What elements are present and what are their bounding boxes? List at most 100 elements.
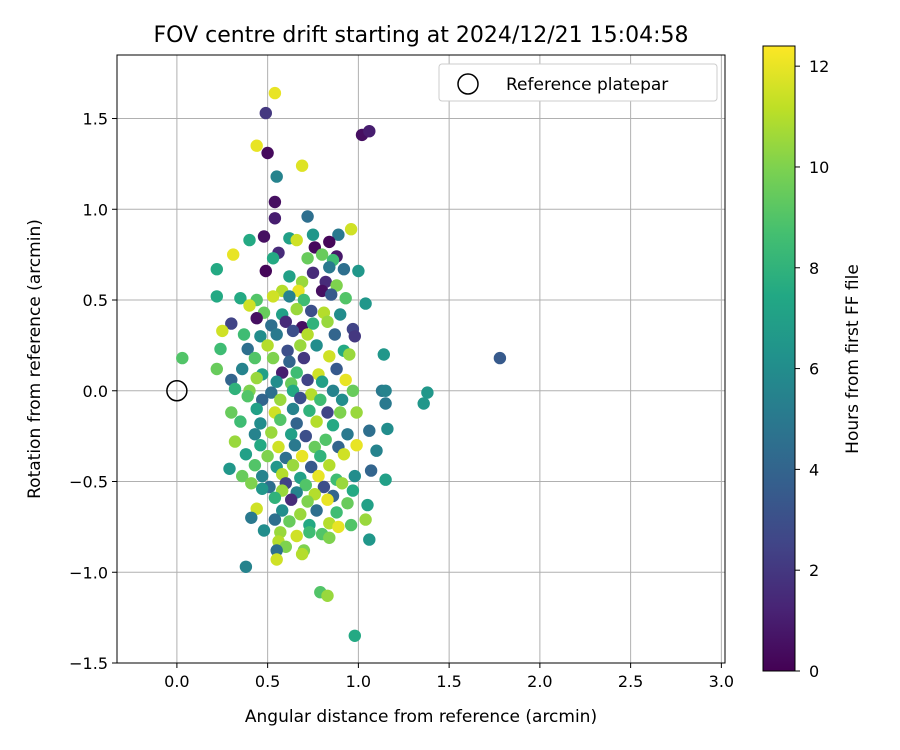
x-tick-label: 1.0 bbox=[346, 672, 371, 691]
data-point bbox=[370, 444, 383, 457]
data-point bbox=[288, 439, 302, 452]
data-point bbox=[417, 397, 430, 410]
data-point bbox=[299, 478, 312, 492]
x-tick-label: 2.0 bbox=[527, 672, 552, 691]
data-point bbox=[256, 393, 269, 406]
data-point bbox=[301, 373, 314, 387]
colorbar-gradient bbox=[762, 45, 796, 672]
reference-marker bbox=[166, 380, 188, 402]
data-point bbox=[352, 264, 365, 278]
data-point bbox=[361, 498, 374, 512]
data-point bbox=[227, 248, 240, 261]
data-point bbox=[266, 351, 280, 365]
data-point bbox=[379, 397, 392, 410]
data-point bbox=[346, 484, 360, 497]
data-point bbox=[250, 502, 263, 515]
data-point bbox=[323, 531, 336, 544]
data-point bbox=[343, 348, 356, 361]
data-point bbox=[254, 330, 267, 343]
data-point bbox=[363, 533, 376, 546]
data-point bbox=[265, 319, 278, 332]
data-point bbox=[286, 324, 300, 338]
x-tick-label: 3.0 bbox=[709, 672, 734, 691]
data-point bbox=[250, 312, 263, 325]
data-point bbox=[310, 415, 323, 428]
data-point bbox=[326, 384, 340, 397]
data-point bbox=[225, 317, 238, 330]
data-point bbox=[292, 284, 305, 298]
data-point bbox=[359, 297, 372, 310]
colorbar-label: Hours from first FF file bbox=[843, 264, 863, 454]
data-point bbox=[346, 384, 360, 397]
data-point bbox=[236, 362, 249, 376]
data-point bbox=[348, 629, 361, 642]
data-point bbox=[256, 482, 269, 495]
data-point bbox=[377, 348, 390, 361]
data-point bbox=[239, 448, 253, 461]
data-point bbox=[245, 477, 258, 490]
data-point bbox=[314, 449, 327, 463]
data-point bbox=[265, 386, 278, 399]
data-point bbox=[335, 477, 349, 490]
data-point bbox=[274, 413, 287, 426]
data-point bbox=[295, 547, 309, 561]
data-point bbox=[214, 342, 227, 356]
data-point bbox=[363, 424, 376, 437]
colorbar-tick-label: 0 bbox=[809, 662, 819, 681]
data-point bbox=[270, 328, 283, 341]
data-point bbox=[274, 393, 287, 406]
x-axis-label: Angular distance from reference (arcmin) bbox=[245, 707, 597, 727]
colorbar: 0 2 4 6 8 10 12 Hours from first FF file bbox=[762, 45, 863, 681]
data-point bbox=[210, 263, 223, 276]
data-point bbox=[301, 328, 314, 341]
data-point bbox=[312, 469, 325, 483]
data-point bbox=[323, 350, 336, 363]
data-point bbox=[306, 266, 320, 279]
data-point bbox=[493, 351, 507, 365]
data-point bbox=[421, 386, 434, 399]
legend-box bbox=[438, 63, 718, 102]
data-point bbox=[228, 382, 242, 396]
data-point bbox=[237, 328, 251, 341]
data-point bbox=[256, 469, 269, 483]
y-axis-label: Rotation from reference (arcmin) bbox=[25, 219, 45, 499]
data-point bbox=[279, 315, 292, 328]
data-point bbox=[257, 230, 271, 243]
data-point bbox=[239, 560, 253, 573]
data-point bbox=[381, 422, 394, 436]
y-tick-label: −1.5 bbox=[69, 654, 108, 673]
y-tick-label: −1.0 bbox=[69, 563, 108, 582]
data-point bbox=[259, 264, 272, 278]
data-points bbox=[176, 86, 507, 642]
data-point bbox=[321, 406, 334, 419]
data-point bbox=[241, 390, 254, 403]
legend-marker bbox=[457, 73, 479, 95]
data-point bbox=[314, 393, 327, 406]
data-point bbox=[330, 362, 343, 376]
data-point bbox=[319, 433, 332, 446]
data-point bbox=[294, 508, 307, 521]
data-point bbox=[254, 439, 267, 452]
data-point bbox=[339, 373, 352, 387]
data-point bbox=[261, 449, 274, 463]
data-point bbox=[315, 375, 329, 388]
data-point bbox=[337, 448, 351, 461]
data-point bbox=[294, 339, 307, 352]
data-point bbox=[228, 435, 242, 448]
data-point bbox=[341, 428, 354, 441]
data-point bbox=[236, 469, 249, 483]
data-point bbox=[294, 391, 307, 405]
data-point bbox=[276, 504, 289, 517]
data-point bbox=[266, 252, 280, 265]
data-point bbox=[270, 170, 283, 183]
data-point bbox=[310, 504, 323, 517]
data-point bbox=[379, 384, 392, 397]
data-point bbox=[250, 139, 263, 152]
data-point bbox=[285, 493, 298, 506]
data-point bbox=[265, 426, 278, 439]
data-point bbox=[295, 449, 309, 463]
data-point bbox=[270, 375, 283, 388]
data-point bbox=[248, 351, 262, 365]
data-point bbox=[359, 513, 372, 526]
colorbar-tick-label: 2 bbox=[809, 561, 819, 580]
